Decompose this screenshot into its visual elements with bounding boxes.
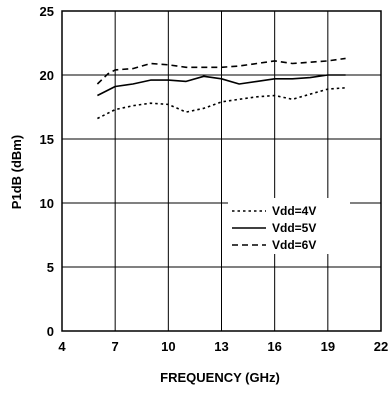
series-lines [96,57,346,120]
y-tick-label: 5 [47,260,54,275]
y-tick-label: 15 [40,132,54,147]
x-tick-label: 19 [321,339,335,354]
plot-frame [61,10,382,332]
legend-box [228,198,350,254]
x-tick-label: 7 [112,339,119,354]
x-axis-label: FREQUENCY (GHz) [160,370,280,385]
y-tick-labels: 0 5 10 15 20 25 [40,4,54,339]
series-line-solid [97,74,346,97]
x-tick-label: 10 [161,339,175,354]
legend-label: Vdd=4V [272,204,316,218]
x-tick-label: 4 [58,339,66,354]
x-tick-labels: 4 7 10 13 16 19 22 [58,339,388,354]
y-tick-label: 0 [47,324,54,339]
grid [62,11,381,331]
x-tick-label: 16 [267,339,281,354]
x-tick-label: 22 [374,339,388,354]
y-axis-label: P1dB (dBm) [9,135,24,209]
series-line-dashed [96,57,346,85]
legend-label: Vdd=6V [272,238,316,252]
x-tick-label: 13 [214,339,228,354]
legend-label: Vdd=5V [272,221,316,235]
y-tick-label: 25 [40,4,54,19]
legend: Vdd=4V Vdd=5V Vdd=6V [232,204,316,252]
y-tick-label: 10 [40,196,54,211]
y-tick-label: 20 [40,68,54,83]
